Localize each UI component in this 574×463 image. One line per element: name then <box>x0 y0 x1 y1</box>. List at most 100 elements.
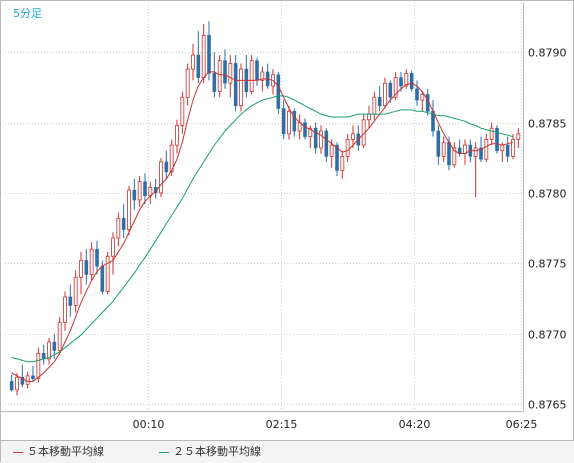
candle-body <box>303 122 307 137</box>
y-tick-label: 0.8790 <box>528 47 567 60</box>
legend: ５本移動平均線 ２５本移動平均線 <box>1 440 574 463</box>
candle-body <box>463 144 467 154</box>
candle-body <box>473 147 478 157</box>
candle-body <box>313 127 318 149</box>
legend-label-ma25: ２５本移動平均線 <box>173 445 261 458</box>
candle-body <box>95 248 99 267</box>
candle-body <box>15 376 19 391</box>
candle-body <box>73 276 78 306</box>
candle-body <box>180 96 185 126</box>
candle-body <box>441 141 446 157</box>
candle-body <box>420 94 425 101</box>
candle-body <box>116 217 121 239</box>
candle-body <box>388 82 393 98</box>
legend-swatch-ma5 <box>13 451 23 453</box>
candle-body <box>292 111 297 132</box>
interval-label: 5分足 <box>13 7 42 20</box>
candle-body <box>255 60 259 81</box>
candle-body <box>484 139 489 160</box>
candle-body <box>169 144 174 173</box>
legend-swatch-ma25 <box>159 451 169 453</box>
candle-body <box>404 72 409 87</box>
candle-body <box>191 54 195 70</box>
candle-body <box>31 375 35 379</box>
candle-body <box>351 133 355 140</box>
candle-body <box>175 125 179 146</box>
candle-body <box>137 181 142 201</box>
candle-body <box>489 127 494 140</box>
candle-body <box>239 68 243 107</box>
candle-body <box>52 341 57 351</box>
x-tick-label: 04:20 <box>399 418 431 431</box>
candle-body <box>79 260 83 278</box>
candle-body <box>479 147 483 160</box>
candle-body <box>287 110 291 135</box>
candle-body <box>201 34 206 78</box>
candle-body <box>212 73 217 92</box>
y-tick-label: 0.8785 <box>528 118 567 131</box>
candle-body <box>276 74 281 109</box>
candle-body <box>68 296 73 306</box>
legend-item-ma5: ５本移動平均線 <box>13 445 104 459</box>
candle-body <box>377 96 382 107</box>
candle-body <box>63 296 67 323</box>
candle-body <box>223 60 227 84</box>
candle-body <box>329 144 334 157</box>
ma5-line <box>11 71 514 382</box>
candle-body <box>436 130 441 157</box>
candle-body <box>121 217 126 230</box>
candle-body <box>132 189 137 201</box>
candle-body <box>415 88 419 101</box>
candle-body <box>409 73 414 90</box>
y-tick-label: 0.8765 <box>528 399 567 412</box>
candle-body <box>84 260 89 275</box>
candle-body <box>516 133 521 140</box>
candle-body <box>393 77 398 98</box>
candle-body <box>47 341 51 360</box>
candle-body <box>260 71 265 81</box>
candle-body <box>452 147 457 166</box>
candle-body <box>217 60 222 93</box>
candle-body <box>100 265 105 292</box>
x-tick-label: 06:25 <box>506 418 538 431</box>
candle-body <box>41 353 46 360</box>
candle-body <box>9 381 14 391</box>
candle-body <box>159 161 163 194</box>
candle-body <box>367 113 371 121</box>
candle-body <box>20 376 25 385</box>
candle-body <box>372 96 377 115</box>
candle-body <box>500 144 505 152</box>
candle-body <box>233 63 238 107</box>
x-tick-label: 02:15 <box>266 418 298 431</box>
y-tick-label: 0.8770 <box>528 329 567 342</box>
candle-body <box>399 77 403 87</box>
candle-body <box>319 130 323 149</box>
candlestick-chart: 0.8765 0.8770 0.8775 0.8780 0.8785 0.8790 00:1… <box>1 3 567 431</box>
y-tick-label: 0.8775 <box>528 258 567 271</box>
candle-body <box>164 161 169 173</box>
candle-body <box>505 144 510 157</box>
candle-body <box>383 82 387 107</box>
candle-body <box>25 375 30 385</box>
x-tick-label: 00:10 <box>133 418 165 431</box>
candle-body <box>345 139 350 157</box>
legend-item-ma25: ２５本移動平均線 <box>159 445 261 459</box>
candle-body <box>281 108 286 135</box>
ma25-line <box>11 95 514 363</box>
candle-body <box>127 189 131 230</box>
y-tick-label: 0.8780 <box>528 188 567 201</box>
candle-body <box>89 248 94 275</box>
candle-body <box>196 54 201 78</box>
candle-body <box>249 60 254 93</box>
candle-body <box>111 237 115 257</box>
candle-body <box>36 352 41 380</box>
candle-body <box>228 63 233 84</box>
candle-body <box>495 127 499 152</box>
candle-body <box>185 68 190 98</box>
candle-body <box>308 127 313 138</box>
candle-body <box>207 35 211 74</box>
legend-label-ma5: ５本移動平均線 <box>27 445 104 458</box>
candle-body <box>511 139 515 157</box>
candle-body <box>447 141 451 166</box>
